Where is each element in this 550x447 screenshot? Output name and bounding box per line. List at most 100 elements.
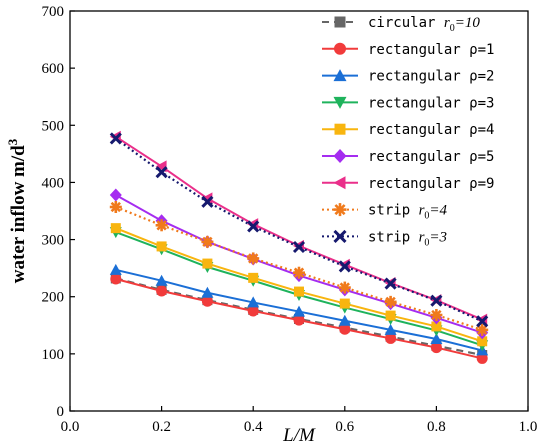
legend-label: strip r0=4 — [368, 203, 448, 222]
data-point — [293, 314, 305, 326]
data-point — [333, 176, 346, 190]
data-point — [338, 281, 351, 294]
y-tick-label: 0 — [57, 404, 65, 420]
data-point — [334, 42, 346, 55]
legend-item: rectangular ρ=5 — [322, 149, 494, 165]
data-point — [476, 323, 489, 336]
y-tick-label: 200 — [42, 290, 65, 306]
x-axis-ticks: 0.0 0.2 0.4 0.6 0.8 1.0 — [61, 406, 538, 435]
x-tick-label: 0.2 — [152, 419, 171, 435]
x-tick-label: 0.6 — [335, 419, 354, 435]
y-axis-title: water inflow m/d3 — [5, 138, 29, 283]
data-point — [338, 314, 351, 326]
legend-item: rectangular ρ=9 — [322, 176, 494, 192]
x-axis-title: L/M — [282, 425, 316, 446]
data-point — [333, 96, 347, 109]
series-line — [115, 205, 483, 331]
y-tick-label: 500 — [42, 118, 65, 134]
data-point — [333, 203, 347, 217]
legend-item: circular r0=10 — [322, 15, 480, 34]
data-point — [384, 295, 397, 308]
legend-item: strip r0=4 — [322, 203, 448, 222]
legend-label: strip r0=3 — [368, 229, 447, 248]
data-point — [385, 310, 396, 321]
data-point — [333, 149, 347, 163]
data-point — [293, 266, 305, 279]
data-point — [247, 252, 260, 265]
data-point — [109, 263, 122, 275]
series-7 — [109, 201, 489, 336]
data-point — [201, 286, 214, 298]
y-tick-label: 300 — [42, 233, 65, 249]
data-point — [109, 132, 122, 145]
data-point — [384, 277, 397, 290]
legend-label: circular r0=10 — [368, 15, 480, 34]
data-point — [110, 273, 122, 285]
data-point — [247, 305, 259, 317]
y-axis-ticks: 0 100 200 300 400 500 600 700 — [42, 4, 75, 420]
data-point — [476, 352, 488, 364]
data-point — [155, 274, 168, 286]
data-point — [155, 219, 168, 232]
series-4 — [110, 223, 488, 347]
data-point — [109, 188, 122, 202]
series-line — [115, 137, 483, 323]
series-layer — [109, 130, 489, 364]
data-point — [385, 332, 397, 344]
legend-label: rectangular ρ=4 — [368, 122, 494, 138]
data-point — [294, 286, 304, 297]
data-point — [339, 323, 351, 335]
data-point — [384, 323, 397, 335]
data-point — [292, 240, 306, 254]
data-point — [334, 16, 346, 28]
data-point — [339, 298, 350, 309]
data-point — [333, 229, 347, 243]
data-point — [430, 309, 443, 321]
data-point — [338, 260, 351, 273]
legend: circular r0=10 rectangular ρ=1 rectangular… — [322, 15, 494, 248]
legend-label: rectangular ρ=2 — [368, 69, 494, 85]
data-point — [202, 258, 213, 269]
data-point — [247, 296, 260, 308]
series-1 — [110, 273, 488, 364]
data-point — [155, 166, 168, 179]
y-tick-label: 400 — [42, 175, 65, 191]
series-8 — [109, 132, 489, 328]
x-tick-label: 0.0 — [61, 419, 80, 435]
data-point — [334, 123, 346, 135]
legend-label: rectangular ρ=1 — [368, 42, 494, 58]
y-tick-label: 700 — [42, 4, 65, 20]
data-point — [430, 333, 443, 344]
data-point — [110, 223, 121, 234]
plot-frame — [69, 10, 529, 412]
data-point — [430, 342, 442, 354]
legend-label: rectangular ρ=9 — [368, 176, 494, 192]
data-point — [476, 315, 489, 328]
data-point — [431, 321, 442, 332]
legend-item: rectangular ρ=3 — [322, 95, 494, 111]
data-point — [248, 272, 259, 283]
data-point — [109, 201, 122, 213]
legend-item: rectangular ρ=1 — [322, 42, 494, 58]
legend-label: rectangular ρ=3 — [368, 95, 494, 111]
data-point — [201, 235, 214, 248]
y-tick-label: 600 — [42, 61, 65, 77]
data-point — [477, 336, 488, 347]
data-point — [201, 195, 214, 208]
data-point — [156, 285, 168, 297]
legend-item: rectangular ρ=4 — [322, 122, 494, 138]
data-point — [293, 305, 305, 317]
data-point — [430, 294, 443, 307]
data-point — [156, 241, 167, 252]
data-point — [201, 295, 213, 307]
x-tick-label: 0.4 — [244, 419, 263, 435]
series-line — [115, 277, 483, 357]
legend-label: rectangular ρ=5 — [368, 149, 494, 165]
x-tick-label: 1.0 — [519, 419, 538, 435]
data-point — [333, 69, 347, 82]
legend-item: strip r0=3 — [322, 229, 447, 248]
x-tick-label: 0.8 — [427, 419, 446, 435]
legend-item: rectangular ρ=2 — [322, 69, 494, 85]
y-tick-label: 100 — [42, 347, 65, 363]
